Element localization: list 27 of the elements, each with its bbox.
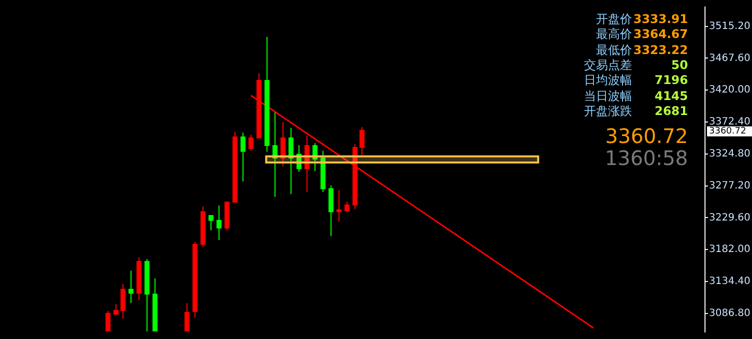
annotation: 开盘涨跌 <box>584 104 632 119</box>
annotation: 开盘价 <box>596 12 632 27</box>
y-tick-label: 3420.00 <box>709 84 750 96</box>
annotation: 50 <box>671 58 688 73</box>
annotation: 3333.91 <box>633 12 688 27</box>
y-tick-label: 3086.80 <box>709 308 750 319</box>
y-tick-label: 3277.20 <box>709 180 750 192</box>
annotation: 2681 <box>654 104 688 119</box>
y-tick-label: 3467.60 <box>709 52 750 64</box>
annotation: 3360.72 <box>605 124 688 148</box>
y-tick-label: 3324.80 <box>709 148 750 160</box>
annotation: 交易点差 <box>584 58 632 73</box>
y-tick-label: 3372.40 <box>709 116 750 128</box>
annotation: 最高价 <box>596 27 632 42</box>
y-tick-label: 3182.00 <box>709 244 750 256</box>
text: 3360.72 <box>709 126 746 137</box>
annotation: 日均波幅 <box>584 73 632 88</box>
y-tick-label: 3229.60 <box>709 212 750 224</box>
y-tick-label: 3134.40 <box>709 276 750 288</box>
annotation: 3323.22 <box>633 42 688 58</box>
annotation: 4145 <box>654 88 688 104</box>
annotation: 3364.67 <box>633 27 688 42</box>
annotation: 最低价 <box>596 42 632 58</box>
annotation: 当日波幅 <box>584 88 632 104</box>
annotation: 7196 <box>654 73 688 88</box>
annotation: 1360:58 <box>604 146 688 170</box>
y-tick-label: 3515.20 <box>709 20 750 32</box>
